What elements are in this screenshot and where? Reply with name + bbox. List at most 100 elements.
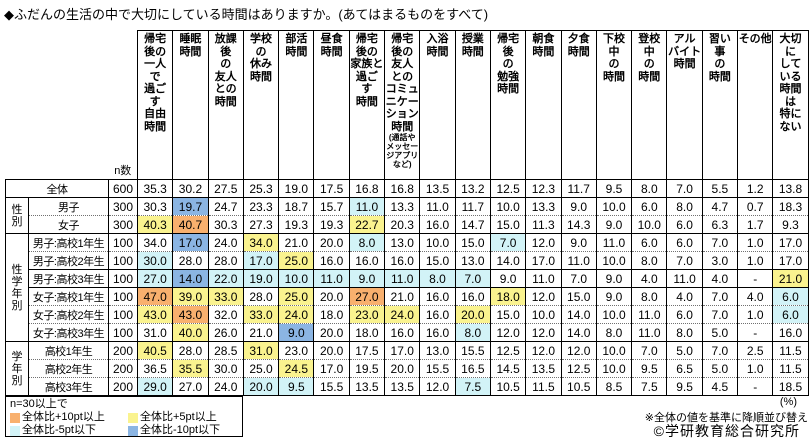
value-cell: 1.0 bbox=[737, 251, 774, 270]
row-label: 男子:高校2年生 bbox=[28, 251, 109, 270]
value-cell: 18.0 bbox=[313, 305, 350, 324]
value-cell: 4.0 bbox=[631, 269, 668, 288]
value-cell: 6.0 bbox=[631, 197, 668, 216]
value-cell: 21.0 bbox=[242, 323, 280, 342]
value-cell: 31.0 bbox=[136, 323, 174, 342]
value-cell: 1.7 bbox=[737, 215, 774, 234]
value-cell: 7.0 bbox=[666, 179, 703, 198]
value-cell: 34.0 bbox=[242, 233, 280, 252]
value-cell: 20.0 bbox=[454, 305, 491, 324]
value-cell: 13.0 bbox=[454, 251, 491, 270]
n-count-cell: 100 bbox=[108, 305, 138, 324]
value-cell: 8.0 bbox=[419, 269, 456, 288]
survey-results-table: n数 帰宅 後の 一人 で 過ご す 自由 時間 睡眠 時間 放課 後 の 友人 との… bbox=[5, 30, 809, 396]
legend-item-label: 全体比+5pt以上 bbox=[140, 411, 217, 423]
value-cell: 2.5 bbox=[737, 341, 774, 360]
value-cell: 16.0 bbox=[454, 287, 491, 306]
value-cell: 4.0 bbox=[737, 287, 774, 306]
value-cell: 7.0 bbox=[701, 341, 739, 360]
value-cell: 16.0 bbox=[313, 251, 350, 270]
legend-item: 全体比+10pt以上 bbox=[10, 411, 128, 424]
value-cell: 12.0 bbox=[419, 377, 456, 396]
value-cell: - bbox=[737, 377, 774, 396]
value-cell: 14.0 bbox=[560, 305, 597, 324]
column-header: 下校 中 の 時間 bbox=[595, 30, 633, 180]
value-cell: 18.0 bbox=[489, 287, 527, 306]
value-cell: 7.0 bbox=[454, 269, 491, 288]
n-count-cell: 200 bbox=[108, 359, 138, 378]
value-cell: 11.0 bbox=[595, 233, 633, 252]
value-cell: 13.5 bbox=[525, 359, 562, 378]
value-cell: 29.0 bbox=[136, 377, 174, 396]
value-cell: 12.5 bbox=[489, 341, 527, 360]
value-cell: 24.5 bbox=[278, 359, 315, 378]
value-cell: 24.0 bbox=[207, 233, 244, 252]
value-cell: 18.0 bbox=[348, 323, 386, 342]
value-cell: 4.0 bbox=[666, 287, 703, 306]
value-cell: 9.5 bbox=[595, 179, 633, 198]
value-cell: 8.0 bbox=[454, 323, 491, 342]
value-cell: 39.0 bbox=[172, 287, 209, 306]
value-cell: 18.3 bbox=[772, 197, 809, 216]
table-row: 学 年 別高校1年生 200 40.5 28.0 28.5 31.0 23.0 20.0 17.… bbox=[5, 341, 809, 396]
value-cell: 16.0 bbox=[419, 287, 456, 306]
value-cell: 12.5 bbox=[489, 179, 527, 198]
value-cell: 15.0 bbox=[560, 287, 597, 306]
value-cell: 11.3 bbox=[525, 215, 562, 234]
value-cell: 13.0 bbox=[384, 233, 421, 252]
column-header: 昼食 時間 bbox=[313, 30, 350, 180]
sort-order-note: ※全体の値を基準に降順並び替え bbox=[644, 412, 808, 424]
column-header: 習い 事 の 時間 bbox=[701, 30, 739, 180]
value-cell: 47.0 bbox=[136, 287, 174, 306]
column-header: アル バイト 時間 bbox=[666, 30, 703, 180]
value-cell: 17.5 bbox=[313, 179, 350, 198]
value-cell: 32.0 bbox=[207, 305, 244, 324]
column-header: 睡眠 時間 bbox=[172, 30, 209, 180]
value-cell: 15.5 bbox=[454, 341, 491, 360]
table-body: 全体 600 35.3 30.2 27.5 25.3 19.0 17.5 16.8 16.8 13.… bbox=[5, 179, 809, 396]
value-cell: 40.5 bbox=[136, 341, 174, 360]
table-row: 全体 600 35.3 30.2 27.5 25.3 19.0 17.5 16.8 16.8 13.… bbox=[5, 179, 809, 198]
value-cell: 25.0 bbox=[278, 287, 315, 306]
value-cell: 1.0 bbox=[737, 305, 774, 324]
value-cell: 11.0 bbox=[419, 197, 456, 216]
legend-color-chip bbox=[10, 412, 20, 423]
value-cell: 23.0 bbox=[278, 341, 315, 360]
value-cell: 5.0 bbox=[701, 359, 739, 378]
value-cell: 6.0 bbox=[772, 305, 809, 324]
value-cell: 17.0 bbox=[525, 251, 562, 270]
value-cell: 17.0 bbox=[384, 341, 421, 360]
table-row: 女子:高校3年生 100 31.0 40.0 26.0 21.0 9.0 20.0 18.0 16… bbox=[6, 323, 809, 342]
value-cell: 9.0 bbox=[348, 269, 386, 288]
value-cell: - bbox=[737, 323, 774, 342]
value-cell: 24.0 bbox=[207, 377, 244, 396]
column-header: 部活 時間 bbox=[278, 30, 315, 180]
value-cell: 6.5 bbox=[666, 359, 703, 378]
value-cell: 14.0 bbox=[489, 251, 527, 270]
value-cell: 20.3 bbox=[384, 215, 421, 234]
value-cell: 30.3 bbox=[136, 197, 174, 216]
value-cell: 15.5 bbox=[313, 377, 350, 396]
value-cell: 9.0 bbox=[595, 269, 633, 288]
value-cell: 27.5 bbox=[207, 179, 244, 198]
n-count-cell: 600 bbox=[108, 179, 138, 198]
value-cell: 5.0 bbox=[666, 341, 703, 360]
n-count-cell: 300 bbox=[108, 197, 138, 216]
column-header: 学校 の 休み 時間 bbox=[242, 30, 280, 180]
value-cell: 15.0 bbox=[489, 305, 527, 324]
value-cell: 27.3 bbox=[242, 215, 280, 234]
legend-color-chip bbox=[128, 412, 138, 423]
value-cell: 28.0 bbox=[242, 287, 280, 306]
value-cell: 40.7 bbox=[172, 215, 209, 234]
value-cell: 16.0 bbox=[419, 305, 456, 324]
value-cell: 9.0 bbox=[560, 197, 597, 216]
table-row: 高校3年生 200 29.0 27.0 24.0 20.0 9.5 15.5 13.5 13.5 1… bbox=[6, 377, 809, 396]
n-count-cell: 100 bbox=[108, 251, 138, 270]
value-cell: 4.7 bbox=[701, 197, 739, 216]
column-header: その他 bbox=[737, 30, 774, 180]
value-cell: 7.0 bbox=[489, 233, 527, 252]
value-cell: 4.0 bbox=[701, 269, 739, 288]
row-label: 高校3年生 bbox=[28, 377, 109, 396]
value-cell: 22.0 bbox=[207, 269, 244, 288]
value-cell: 20.0 bbox=[313, 323, 350, 342]
